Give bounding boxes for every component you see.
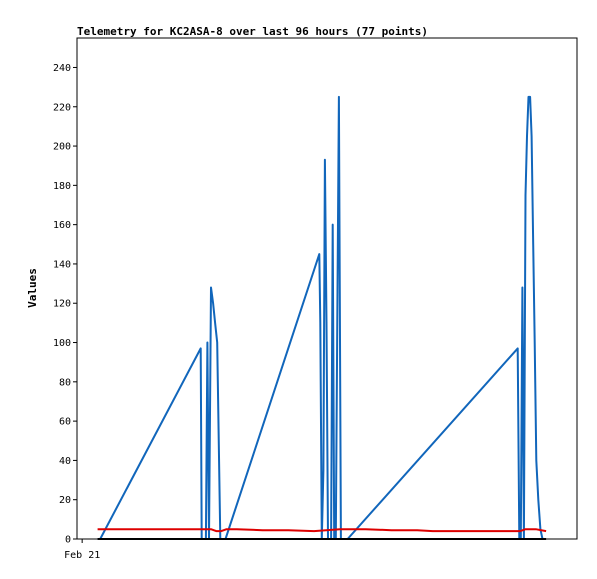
- series-line-0: [97, 95, 546, 540]
- y-tick-label: 160: [53, 220, 71, 231]
- y-tick-label: 140: [53, 259, 71, 270]
- y-tick-label: 0: [65, 535, 71, 546]
- y-tick-label: 240: [53, 63, 71, 74]
- y-tick-label: 40: [59, 456, 71, 467]
- y-axis-label: Values: [26, 268, 39, 308]
- x-axis-ticks: Feb 21: [64, 539, 100, 561]
- y-tick-label: 180: [53, 181, 71, 192]
- y-tick-label: 60: [59, 417, 71, 428]
- y-tick-label: 100: [53, 338, 71, 349]
- y-tick-label: 120: [53, 299, 71, 310]
- y-tick-label: 80: [59, 377, 71, 388]
- y-tick-label: 220: [53, 102, 71, 113]
- y-axis-ticks: 0 20 40 60 80 100 120 140 160 180 200 220 240: [53, 63, 77, 546]
- series-line-1: [97, 528, 547, 533]
- chart-title: Telemetry for KC2ASA-8 over last 96 hour…: [77, 25, 428, 38]
- y-tick-label: 200: [53, 142, 71, 153]
- series-layer: [97, 95, 547, 540]
- x-tick-label: Feb 21: [64, 550, 100, 561]
- y-tick-label: 20: [59, 495, 71, 506]
